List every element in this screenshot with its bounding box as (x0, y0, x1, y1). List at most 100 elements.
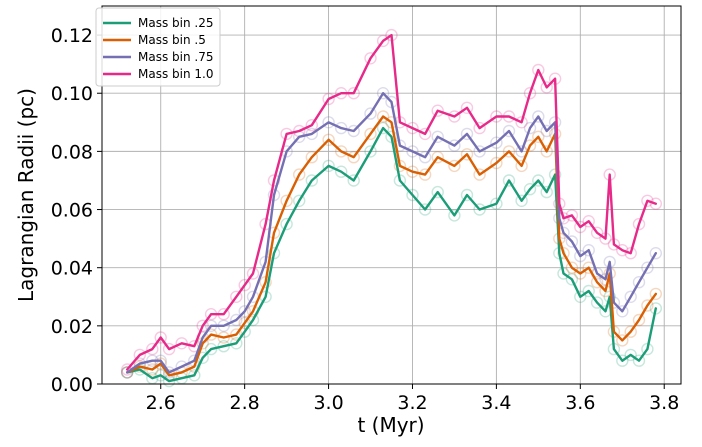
series-3-point (616, 305, 629, 318)
y-tick-label: 0.00 (51, 374, 93, 396)
series-4-point (448, 110, 461, 123)
series-4-point (473, 121, 486, 135)
series-1-point (154, 369, 167, 382)
series-4-point (574, 220, 587, 234)
series-4-point (641, 194, 654, 208)
series-2-point (490, 156, 503, 170)
series-1-point (624, 348, 637, 362)
series-2-point (624, 325, 637, 338)
series-4-point (565, 209, 579, 222)
series-1-point (515, 194, 528, 208)
series-1-point (217, 340, 230, 353)
series-3-point (641, 261, 654, 274)
y-tick-label: 0.06 (51, 200, 93, 222)
series-2-point (473, 168, 486, 181)
series-3-point (532, 110, 545, 123)
series-2-point (565, 261, 579, 274)
series-2-point (335, 145, 348, 158)
series-2-point (347, 150, 360, 164)
series-3-point (364, 107, 377, 120)
series-lines (126, 33, 657, 383)
series-4-point (515, 116, 528, 129)
series-3-point (632, 276, 646, 289)
series-1-point (632, 354, 646, 367)
series-1-point (574, 290, 587, 303)
series-2-point (364, 127, 377, 141)
legend-label: Mass bin .75 (138, 50, 213, 64)
series-1-point (473, 203, 486, 216)
plot-frame (101, 5, 682, 385)
x-tick-label: 3.6 (565, 392, 595, 414)
series-2-point (616, 334, 629, 347)
series-3-point (162, 366, 176, 379)
series-1-point (590, 296, 604, 309)
series-2-point (418, 168, 432, 181)
series-3-point (460, 127, 474, 141)
y-tick-label: 0.12 (51, 25, 93, 47)
series-2-point (217, 331, 230, 344)
series-1-point (490, 197, 503, 210)
series-2-point (322, 133, 335, 147)
series-1-point (431, 185, 444, 199)
series-4-point (624, 246, 637, 260)
series-2-point (448, 159, 461, 173)
series-4-point (196, 319, 209, 332)
series-3-point (448, 139, 461, 152)
x-axis-label: t (Myr) (357, 413, 424, 437)
series-1-point (502, 174, 516, 187)
series-4-point (162, 342, 176, 356)
series-2-point (532, 130, 545, 144)
series-4-points (120, 28, 662, 376)
series-3-point (120, 366, 134, 379)
series-3-point (376, 86, 390, 100)
series-1-point (230, 337, 243, 350)
series-2-point (502, 145, 516, 158)
series-3-point (523, 121, 537, 135)
series-1-point (565, 273, 579, 286)
series-2-point (406, 165, 419, 178)
axis-ticks: 2.6 2.8 3.0 3.2 3.4 3.6 3.8 0.00 0.02 0.04 0.06 0.0… (51, 25, 680, 414)
series-4-point (406, 121, 419, 135)
series-4-point (305, 118, 318, 132)
series-1-point (280, 217, 293, 231)
series-2-point (641, 299, 654, 312)
series-2-point (557, 246, 570, 260)
series-3-point (574, 249, 587, 263)
series-4-point (460, 101, 474, 115)
legend-box (95, 7, 221, 87)
series-2-point (574, 267, 587, 280)
series-3-point (322, 116, 335, 129)
series-2-point (649, 287, 662, 301)
x-tick-label: 2.8 (230, 392, 260, 414)
series-3-point (305, 127, 318, 141)
series-1-point (406, 188, 419, 202)
series-2-point (146, 363, 159, 376)
series-3-point (431, 130, 444, 144)
series-4-point (540, 81, 553, 94)
series-1-point (616, 354, 629, 367)
series-3-point (418, 150, 432, 164)
series-2-point (293, 168, 306, 181)
series-4-point (246, 267, 260, 280)
series-4-point (146, 342, 159, 356)
series-4-point (175, 337, 188, 350)
series-4-point (376, 34, 390, 48)
series-3-point (335, 121, 348, 135)
y-tick-label: 0.02 (51, 316, 93, 338)
series-4-point (280, 127, 293, 141)
series-4-point (154, 331, 167, 344)
series-4-point (532, 63, 545, 77)
series-2-point (376, 110, 390, 123)
series-4-point (238, 278, 251, 292)
series-4-point (133, 348, 147, 362)
x-tick-label: 3.2 (397, 392, 427, 414)
series-2-point (632, 313, 646, 327)
series-2-point (154, 357, 167, 370)
x-tick-label: 3.8 (649, 392, 679, 414)
y-axis-label: Lagrangian Radii (pc) (14, 88, 38, 302)
series-1-point (582, 284, 595, 298)
series-3-point (347, 124, 360, 138)
x-tick-label: 2.6 (146, 392, 176, 414)
series-3-point (490, 136, 503, 149)
